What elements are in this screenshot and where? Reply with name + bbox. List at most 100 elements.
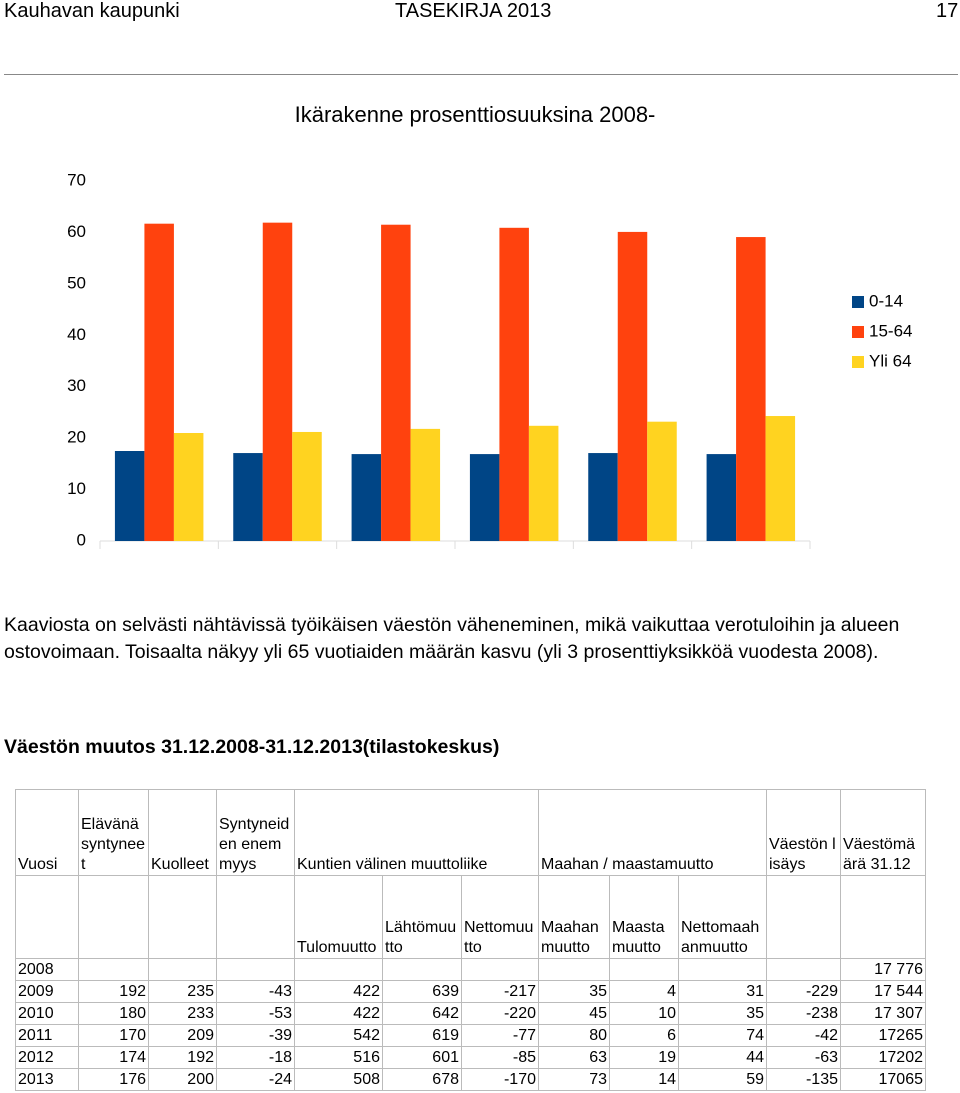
table-cell: 235 — [148, 980, 217, 1003]
bar — [292, 431, 322, 541]
table-cell: -42 — [766, 1024, 841, 1047]
table-cell: 2010 — [15, 1002, 79, 1025]
table-cell: -24 — [216, 1068, 295, 1091]
table-cell — [678, 958, 767, 981]
table-cell: 63 — [538, 1046, 610, 1069]
table-cell: Syntyneiden enemmyys — [216, 789, 295, 876]
table-cell: 422 — [294, 980, 383, 1003]
doc-title: TASEKIRJA 2013 — [395, 0, 552, 22]
y-tick-label: 40 — [67, 325, 86, 344]
table-cell: -170 — [461, 1068, 539, 1091]
table-cell: Elävänä syntyneet — [78, 789, 149, 876]
table-cell: 59 — [678, 1068, 767, 1091]
table-cell: 192 — [78, 980, 149, 1003]
bar — [528, 425, 559, 541]
table-cell: -53 — [216, 1002, 295, 1025]
bar — [381, 224, 411, 541]
table-cell: 2012 — [15, 1046, 79, 1069]
table-cell: 2011 — [15, 1024, 79, 1047]
table-cell: Maahanmuutto — [538, 875, 610, 959]
table-cell: 45 — [538, 1002, 610, 1025]
bar — [114, 451, 145, 541]
table-cell: -77 — [461, 1024, 539, 1047]
y-tick-label: 20 — [67, 428, 86, 447]
table-cell: -63 — [766, 1046, 841, 1069]
table-cell: Vuosi — [15, 789, 79, 876]
table-cell: 10 — [609, 1002, 679, 1025]
chart: Ikärakenne prosenttiosuuksina 2008- 0 10 2… — [67, 102, 912, 550]
table-cell: 19 — [609, 1046, 679, 1069]
bar — [144, 223, 174, 541]
table-cell: -135 — [766, 1068, 841, 1091]
table-cell: 14 — [609, 1068, 679, 1091]
table-row: Tulomuutto Lähtömuutto Nettomuutto Maahanmu… — [15, 875, 926, 959]
table-row: 2011 170 209 -39 542 619 -77 80 6 74 -42 17265 — [15, 1024, 926, 1047]
table-cell: Kuntien välinen muuttoliike — [294, 789, 539, 876]
table-cell: Maastamuutto — [609, 875, 679, 959]
population-table: Vuosi Elävänä syntyneet Kuolleet Syntyneide… — [15, 789, 926, 1091]
table-cell: 192 — [148, 1046, 217, 1069]
table-row: 2010 180 233 -53 422 642 -220 45 10 35 -238 17 307 — [15, 1002, 926, 1025]
table-cell: Tulomuutto — [294, 875, 383, 959]
table-row: Vuosi Elävänä syntyneet Kuolleet Syntyneide… — [15, 789, 926, 876]
table-cell: 73 — [538, 1068, 610, 1091]
bar — [588, 453, 618, 541]
table-cell: Kuolleet — [148, 789, 217, 876]
table-cell: 209 — [148, 1024, 217, 1047]
table-cell: 6 — [609, 1024, 679, 1047]
table-cell: 180 — [78, 1002, 149, 1025]
table-cell — [78, 875, 149, 959]
table-cell: 4 — [609, 980, 679, 1003]
table-cell: 516 — [294, 1046, 383, 1069]
table-cell — [538, 958, 610, 981]
doc-org: Kauhavan kaupunki — [4, 0, 180, 22]
table-cell: Lähtömuutto — [382, 875, 462, 959]
y-tick-label: 50 — [67, 273, 86, 292]
table-cell — [294, 958, 383, 981]
table-cell: -85 — [461, 1046, 539, 1069]
table-cell — [382, 958, 462, 981]
table-cell: 542 — [294, 1024, 383, 1047]
table-cell: 2008 — [15, 958, 79, 981]
table-cell: 601 — [382, 1046, 462, 1069]
table-cell: 17 776 — [840, 958, 926, 981]
table-cell: -220 — [461, 1002, 539, 1025]
table-cell: 2009 — [15, 980, 79, 1003]
table-cell: 44 — [678, 1046, 767, 1069]
table-row: 2013 176 200 -24 508 678 -170 73 14 59 -135 17065 — [15, 1068, 926, 1091]
table-row: 2009 192 235 -43 422 639 -217 35 4 31 -229 17 544 — [15, 980, 926, 1003]
table-cell: 80 — [538, 1024, 610, 1047]
bar — [736, 237, 766, 542]
header-rule — [4, 74, 958, 75]
table-cell: 17065 — [840, 1068, 926, 1091]
table-cell — [148, 875, 217, 959]
legend-swatch — [852, 356, 864, 368]
table-cell: 642 — [382, 1002, 462, 1025]
y-tick-label: 10 — [67, 479, 86, 498]
table-cell: -217 — [461, 980, 539, 1003]
bar — [765, 416, 796, 541]
bar — [262, 222, 293, 541]
table-cell: 639 — [382, 980, 462, 1003]
table-cell: Nettomuutto — [461, 875, 539, 959]
bar — [617, 231, 648, 541]
table-cell: 508 — [294, 1068, 383, 1091]
table-cell: 17265 — [840, 1024, 926, 1047]
table-cell: 170 — [78, 1024, 149, 1047]
table-cell: -43 — [216, 980, 295, 1003]
table-cell: 678 — [382, 1068, 462, 1091]
bar — [173, 433, 204, 541]
bar — [351, 454, 382, 541]
legend-label: 15-64 — [869, 321, 912, 340]
table-cell — [766, 958, 841, 981]
table-cell — [216, 875, 295, 959]
table-cell: -39 — [216, 1024, 295, 1047]
table-cell: 176 — [78, 1068, 149, 1091]
table-cell: -229 — [766, 980, 841, 1003]
legend-swatch — [852, 326, 864, 338]
table-cell — [840, 875, 926, 959]
table-cell: Väestömäärä 31.12 — [840, 789, 926, 876]
table-cell: 200 — [148, 1068, 217, 1091]
table-cell — [148, 958, 217, 981]
page-number: 17 — [936, 0, 959, 22]
